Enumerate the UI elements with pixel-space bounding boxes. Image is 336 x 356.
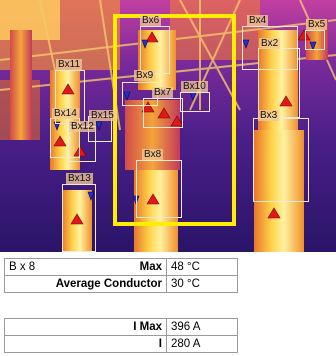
roi-label-bx7: Bx7: [152, 87, 174, 98]
roi-bx2: [258, 48, 300, 118]
max-temperature-value: 48 °C: [166, 258, 238, 276]
average-conductor-label: Average Conductor: [4, 275, 167, 293]
table-row: I 280 A: [4, 335, 238, 353]
roi-bx6: [140, 26, 170, 74]
hotspot-markers: [53, 29, 311, 225]
roi-label-bx6: Bx6: [140, 15, 162, 26]
roi-bx10: [180, 92, 210, 112]
roi-label-bx12: Bx12: [69, 121, 96, 132]
current-table: I Max 396 A I 280 A: [4, 318, 238, 353]
roi-label-bx9: Bx9: [134, 70, 156, 81]
roi-label-bx2: Bx2: [259, 38, 281, 49]
i-value: 280 A: [166, 335, 238, 353]
temperature-table: B x 8 Max 48 °C Average Conductor 30 °C: [4, 258, 238, 293]
max-label-cell: B x 8 Max: [4, 258, 167, 276]
roi-bx7: [143, 98, 183, 128]
roi-label-bx8: Bx8: [142, 149, 164, 160]
max-label: Max: [139, 261, 162, 273]
i-max-value: 396 A: [166, 318, 238, 336]
roi-label-bx15: Bx15: [89, 110, 116, 121]
roi-bx13: [62, 184, 96, 252]
box-name: B x 8: [9, 261, 36, 273]
roi-bx3: [253, 118, 309, 202]
roi-label-bx11: Bx11: [56, 59, 83, 70]
i-max-label: I Max: [4, 318, 167, 336]
average-conductor-value: 30 °C: [166, 275, 238, 293]
roi-label-bx10: Bx10: [181, 81, 208, 92]
table-row: B x 8 Max 48 °C: [4, 258, 238, 276]
roi-label-bx5: Bx5: [306, 19, 328, 30]
table-row: Average Conductor 30 °C: [4, 275, 238, 293]
roi-bx8: [136, 160, 182, 218]
roi-label-bx14: Bx14: [52, 108, 79, 119]
roi-label-bx13: Bx13: [66, 173, 93, 184]
roi-label-bx3: Bx3: [258, 110, 280, 121]
i-label: I: [4, 335, 167, 353]
roi-bx5: [305, 30, 325, 50]
roi-label-bx4: Bx4: [247, 15, 269, 26]
table-row: I Max 396 A: [4, 318, 238, 336]
